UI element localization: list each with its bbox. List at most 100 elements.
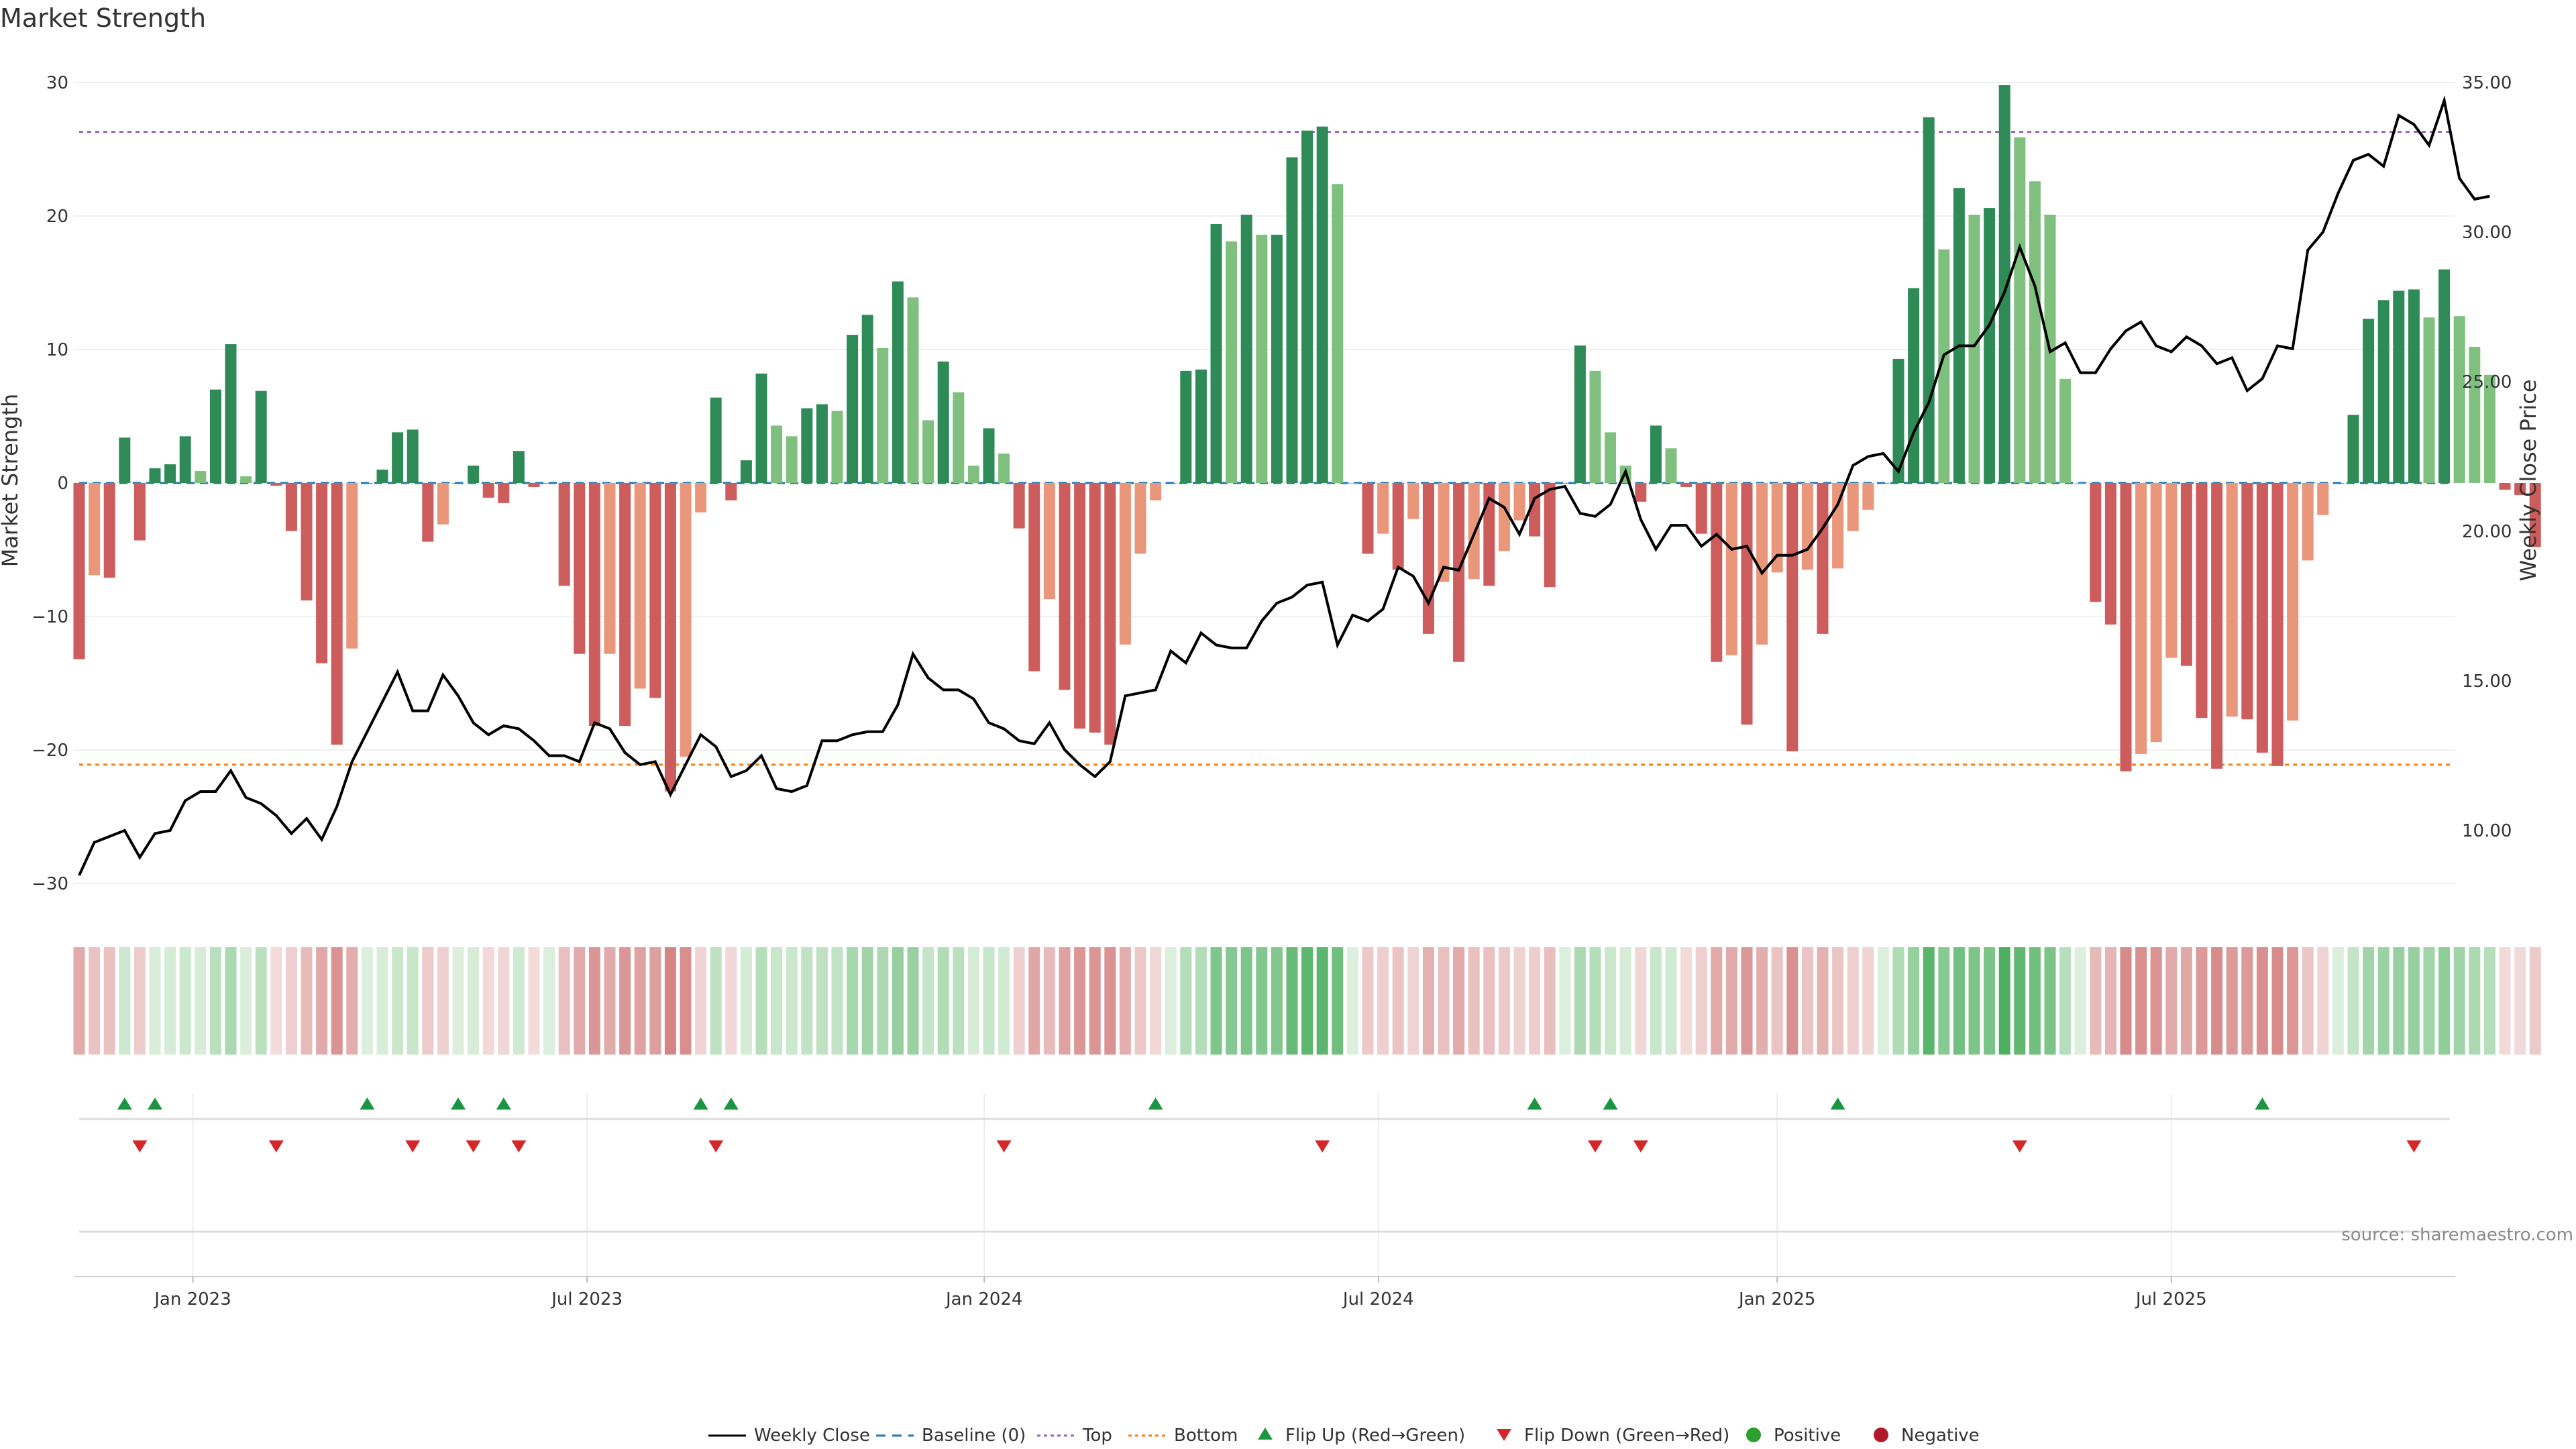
strength-bar (680, 483, 692, 757)
strength-bar (2150, 483, 2162, 743)
strength-bar (2090, 483, 2102, 602)
heat-cell (543, 947, 555, 1055)
right-tick-label: 20.00 (2462, 522, 2512, 542)
heat-cell (2438, 947, 2451, 1055)
heat-cell (2302, 947, 2314, 1055)
heat-cell (1908, 947, 1920, 1055)
strength-bar (1756, 483, 1768, 645)
heat-cell (2514, 947, 2526, 1055)
strength-bar (2256, 483, 2268, 753)
heat-cell (998, 947, 1010, 1055)
heat-cell (2408, 947, 2420, 1055)
strength-bar (1498, 483, 1510, 551)
heat-cell (831, 947, 843, 1055)
heat-cell (1847, 947, 1859, 1055)
right-axis-ticks: 35.00 30.00 25.00 20.00 15.00 10.00 (2462, 73, 2512, 841)
strength-bar (1908, 288, 1920, 483)
heat-cell (1589, 947, 1601, 1055)
strength-bar (437, 483, 449, 525)
strength-bar (2469, 347, 2481, 483)
x-tick-label: Jul 2023 (550, 1289, 623, 1309)
heat-cell (695, 947, 707, 1055)
flip-down-marker (268, 1140, 284, 1152)
heat-cell (1013, 947, 1025, 1055)
strength-bar (1346, 483, 1358, 484)
flip-down-marker (405, 1140, 421, 1152)
strength-bar (907, 297, 919, 483)
y-axis-label-left: Market Strength (0, 394, 23, 568)
heat-cell (2453, 947, 2465, 1055)
heat-cell (437, 947, 449, 1055)
strength-bar (1453, 483, 1465, 662)
strength-bar (1301, 130, 1313, 483)
x-tick-label: Jan 2023 (153, 1289, 231, 1309)
heat-cell (1559, 947, 1571, 1055)
heat-cell (2074, 947, 2086, 1055)
strength-bar (209, 389, 221, 483)
strength-bar (2014, 137, 2026, 484)
heat-cell (1377, 947, 1389, 1055)
heat-cell (1210, 947, 1222, 1055)
heat-cell (498, 947, 510, 1055)
heat-cell (2377, 947, 2390, 1055)
strength-bar (2408, 289, 2420, 483)
heat-cell (1635, 947, 1647, 1055)
strength-bar (2317, 483, 2329, 515)
right-tick-label: 35.00 (2462, 73, 2512, 93)
legend-label: Weekly Close (754, 1426, 870, 1446)
heat-cell (710, 947, 722, 1055)
strength-bar (73, 483, 85, 659)
heat-cell (2150, 947, 2162, 1055)
strength-bar (1741, 483, 1753, 725)
strength-bar (1695, 483, 1707, 534)
heat-cell (149, 947, 161, 1055)
strength-bar (1150, 483, 1162, 500)
strength-bar (1680, 483, 1693, 487)
legend-label: Top (1082, 1426, 1112, 1446)
strength-bar (1923, 117, 1935, 484)
heat-cell (2499, 947, 2511, 1055)
heat-cell (1619, 947, 1631, 1055)
heat-cell (1134, 947, 1146, 1055)
heat-cell (2332, 947, 2344, 1055)
heat-cell (1256, 947, 1268, 1055)
strength-bar (1635, 483, 1647, 502)
strength-bar (1998, 85, 2010, 484)
heat-cell (2347, 947, 2359, 1055)
heat-cell (1665, 947, 1677, 1055)
right-tick-label: 25.00 (2462, 372, 2512, 392)
strength-bar (482, 483, 494, 498)
heat-cell (937, 947, 949, 1055)
strength-bar (664, 483, 676, 792)
strength-bar (1210, 223, 1222, 483)
strength-bar (2453, 316, 2465, 483)
strength-bar (998, 453, 1010, 483)
strength-bar (1559, 483, 1571, 484)
strength-bar (1984, 208, 1996, 483)
heat-cell (1362, 947, 1374, 1055)
heat-cell (1332, 947, 1344, 1055)
legend-label: Negative (1901, 1426, 1980, 1446)
strength-bar (468, 466, 480, 483)
heat-cell (861, 947, 873, 1055)
flip-down-marker (511, 1140, 527, 1152)
strength-bar (255, 390, 267, 483)
heat-cell (240, 947, 252, 1055)
heat-cell (1483, 947, 1495, 1055)
strength-bar (2180, 483, 2192, 666)
source-text: source: sharemaestro.com (2341, 1225, 2573, 1245)
strength-bar (240, 476, 252, 483)
heat-cell (270, 947, 282, 1055)
strength-bar (2423, 317, 2435, 483)
strength-bar (1711, 483, 1723, 662)
legend-item-negative: Negative (1874, 1426, 1980, 1446)
flip-up-marker (1830, 1097, 1845, 1110)
heat-cell (771, 947, 783, 1055)
strength-bar (225, 344, 237, 483)
heat-cell (346, 947, 358, 1055)
x-tick-label: Jan 2024 (945, 1289, 1023, 1309)
strength-bar (1438, 483, 1450, 582)
strength-bar (558, 483, 570, 586)
heat-cell (2393, 947, 2405, 1055)
strength-bar (331, 483, 343, 745)
